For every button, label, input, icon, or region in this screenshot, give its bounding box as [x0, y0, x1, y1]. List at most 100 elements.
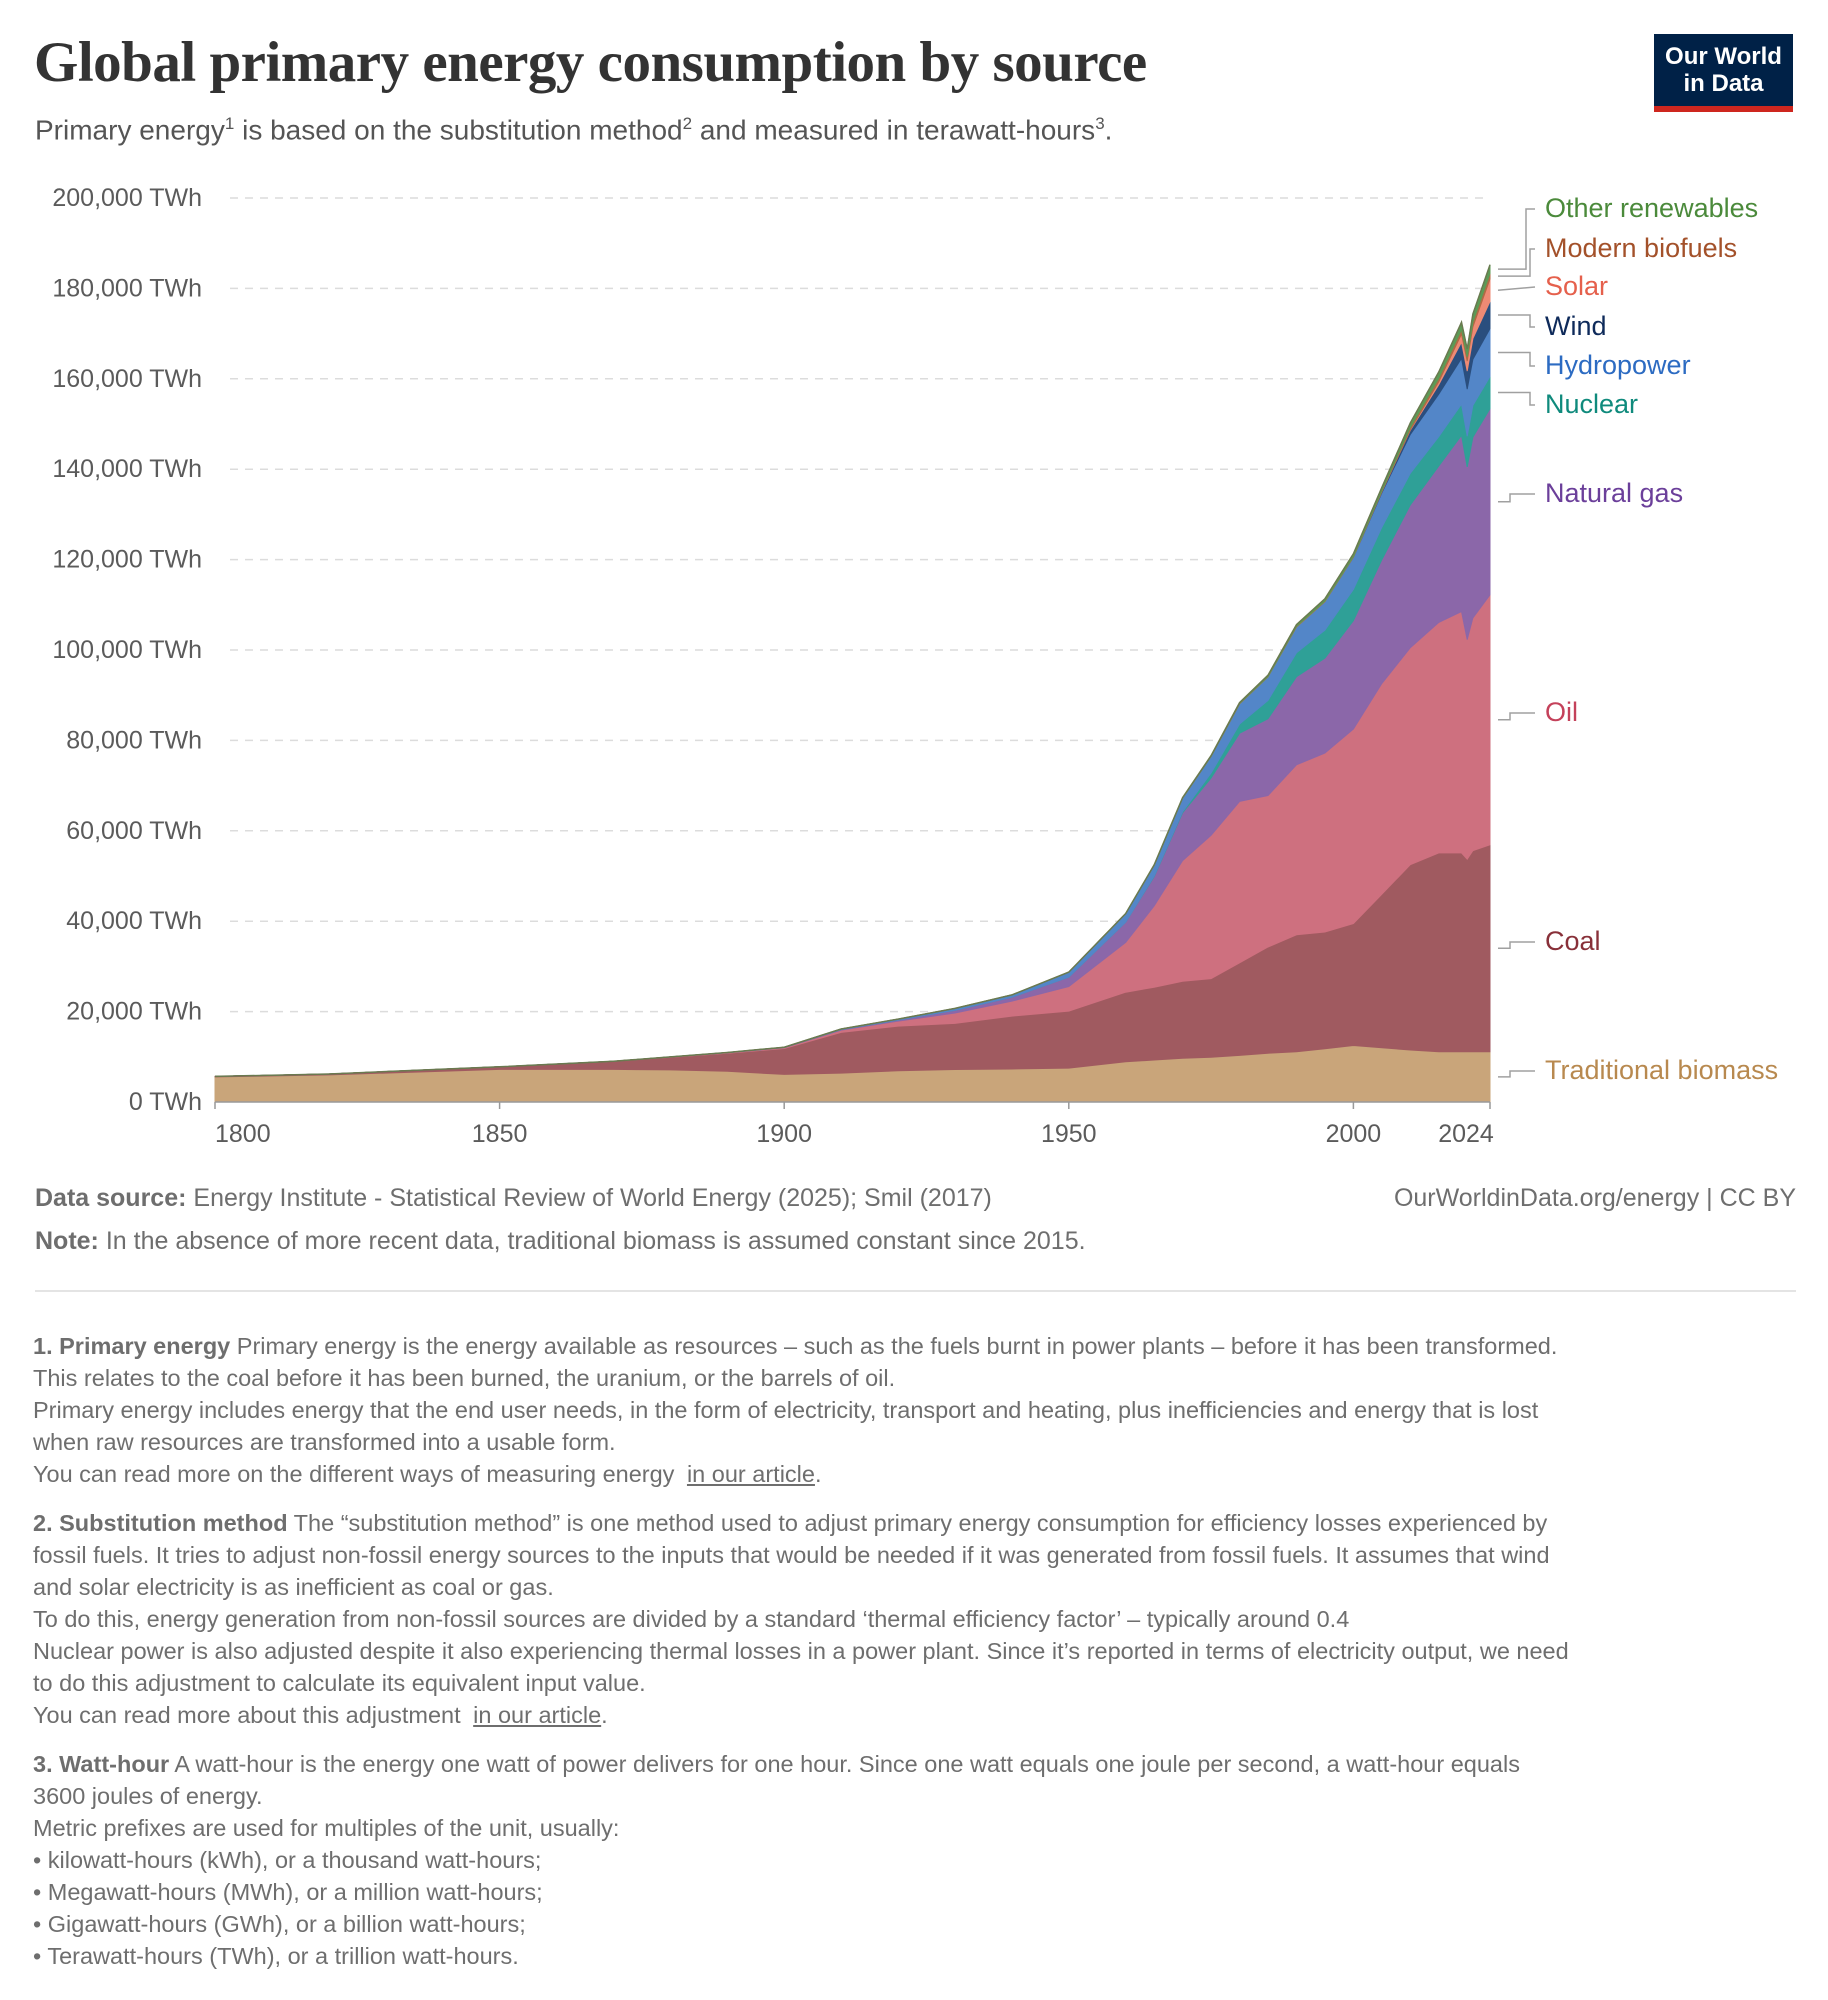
legend-leader-line: [1497, 286, 1536, 291]
x-tick-label: 1950: [1041, 1120, 1097, 1148]
y-tick-label: 0 TWh: [129, 1088, 202, 1116]
footnote-3: 3. Watt-hour A watt-hour is the energy o…: [33, 1748, 1569, 1972]
footnote-text: • kilowatt-hours (kWh), or a thousand wa…: [33, 1847, 542, 1873]
y-tick-label: 100,000 TWh: [52, 636, 202, 664]
y-tick-label: 200,000 TWh: [52, 184, 202, 212]
x-tick-label: 1800: [215, 1120, 271, 1148]
legend-label-natural-gas[interactable]: Natural gas: [1545, 478, 1683, 508]
footnote-line: You can read more on the different ways …: [33, 1458, 1569, 1490]
footnote-line: This relates to the coal before it has b…: [33, 1362, 1569, 1394]
source-text: Energy Institute - Statistical Review of…: [186, 1184, 992, 1212]
y-tick-label: 160,000 TWh: [52, 365, 202, 393]
stacked-area-chart: 0 TWh 20,000 TWh 40,000 TWh 60,000 TWh 80,00…: [52, 184, 1778, 1148]
footnote-text: • Megawatt-hours (MWh), or a million wat…: [33, 1879, 543, 1905]
footnote-text: • Terawatt-hours (TWh), or a trillion wa…: [33, 1943, 519, 1969]
footnote-line: • Megawatt-hours (MWh), or a million wat…: [33, 1876, 1569, 1908]
footnote-text: fossil fuels. It tries to adjust non-fos…: [33, 1542, 1550, 1568]
legend-label-hydropower[interactable]: Hydropower: [1545, 350, 1691, 380]
source-url-link[interactable]: OurWorldinData.org/energy: [1393, 1184, 1700, 1212]
legend-leader-line: [1498, 391, 1535, 406]
footnote-line: 2. Substitution method The “substitution…: [33, 1507, 1569, 1539]
footnote-text: The “substitution method” is one method …: [287, 1510, 1548, 1536]
footnote-line: You can read more about this adjustment …: [33, 1699, 1569, 1731]
footnote-line: 3. Watt-hour A watt-hour is the energy o…: [33, 1748, 1569, 1780]
footnote-line: • Terawatt-hours (TWh), or a trillion wa…: [33, 1940, 1569, 1972]
chart-note: Note: In the absence of more recent data…: [35, 1227, 1086, 1256]
footnote-text: A watt-hour is the energy one watt of po…: [169, 1751, 1520, 1777]
legend-label-oil[interactable]: Oil: [1545, 697, 1578, 727]
footnote-text: To do this, energy generation from non-f…: [33, 1606, 1350, 1632]
footnote-line: Metric prefixes are used for multiples o…: [33, 1812, 1569, 1844]
source-label: Data source:: [35, 1184, 187, 1212]
footnote-heading: 3. Watt-hour: [33, 1751, 170, 1777]
legend-label-wind[interactable]: Wind: [1545, 311, 1607, 341]
footnote-text: .: [814, 1461, 822, 1487]
footnote-text: and solar electricity is as inefficient …: [33, 1574, 554, 1600]
y-tick-label: 20,000 TWh: [66, 998, 202, 1026]
footnote-2: 2. Substitution method The “substitution…: [33, 1507, 1569, 1731]
data-source: Data source: Energy Institute - Statisti…: [35, 1184, 992, 1213]
footnote-text: Primary energy is the energy available a…: [230, 1333, 1558, 1359]
footnote-text: when raw resources are transformed into …: [33, 1429, 616, 1455]
footnote-ref-1[interactable]: 1: [224, 114, 235, 133]
logo-line-1: Our World: [1665, 43, 1782, 70]
x-tick-label: 1900: [756, 1120, 812, 1148]
owid-logo[interactable]: Our World in Data: [1654, 34, 1793, 112]
legend-leader-line: [1498, 712, 1535, 721]
license-text: | CC BY: [1699, 1184, 1796, 1212]
attribution: OurWorldinData.org/energy | CC BY: [1394, 1184, 1796, 1213]
total-outline: [214, 264, 1491, 1078]
subtitle-text: is based on the substitution method: [234, 114, 683, 146]
note-label: Note:: [35, 1227, 99, 1255]
divider: [35, 1290, 1796, 1292]
footnote-line: 1. Primary energy Primary energy is the …: [33, 1330, 1569, 1362]
note-text: In the absence of more recent data, trad…: [98, 1227, 1086, 1255]
footnote-text: Metric prefixes are used for multiples o…: [33, 1815, 620, 1841]
legend-leader-line: [1498, 493, 1535, 503]
legend-label-coal[interactable]: Coal: [1545, 926, 1601, 956]
footnote-text: You can read more on the different ways …: [33, 1461, 681, 1487]
subtitle-text: and measured in terawatt-hours: [692, 114, 1096, 146]
legend-leader-line: [1498, 314, 1535, 328]
article-link[interactable]: in our article: [473, 1702, 602, 1728]
footnote-line: • Gigawatt-hours (GWh), or a billion wat…: [33, 1908, 1569, 1940]
footnote-text: Nuclear power is also adjusted despite i…: [33, 1638, 1569, 1664]
legend-leader-line: [1498, 351, 1535, 367]
x-tick-label: 2000: [1326, 1120, 1382, 1148]
legend-label-traditional-biomass[interactable]: Traditional biomass: [1545, 1055, 1778, 1085]
footnote-line: • kilowatt-hours (kWh), or a thousand wa…: [33, 1844, 1569, 1876]
footnote-text: • Gigawatt-hours (GWh), or a billion wat…: [33, 1911, 526, 1937]
footnote-line: when raw resources are transformed into …: [33, 1426, 1569, 1458]
legend-label-solar[interactable]: Solar: [1545, 271, 1608, 301]
chart-subtitle: Primary energy1 is based on the substitu…: [35, 114, 1112, 146]
footnote-line: Nuclear power is also adjusted despite i…: [33, 1635, 1569, 1667]
legend-leader-line: [1498, 248, 1535, 277]
legend-leader-line: [1498, 1070, 1535, 1078]
footnote-heading: 1. Primary energy: [33, 1333, 231, 1359]
legend-label-nuclear[interactable]: Nuclear: [1545, 389, 1638, 419]
y-tick-label: 140,000 TWh: [52, 455, 202, 483]
y-tick-label: 80,000 TWh: [66, 726, 202, 754]
footnote-text: to do this adjustment to calculate its e…: [33, 1670, 646, 1696]
footnote-text: .: [601, 1702, 608, 1728]
y-tick-label: 60,000 TWh: [66, 817, 202, 845]
subtitle-text: .: [1104, 114, 1113, 146]
y-tick-label: 40,000 TWh: [66, 907, 202, 935]
article-link[interactable]: in our article: [686, 1461, 815, 1487]
footnote-line: to do this adjustment to calculate its e…: [33, 1667, 1569, 1699]
footnote-ref-2[interactable]: 2: [682, 114, 693, 133]
logo-accent-bar: [1654, 106, 1793, 112]
footnote-text: You can read more about this adjustment: [33, 1702, 468, 1728]
footnote-text: This relates to the coal before it has b…: [33, 1365, 896, 1391]
legend-leader-line: [1498, 941, 1535, 950]
legend-label-other-renewables[interactable]: Other renewables: [1545, 193, 1758, 223]
chart-title: Global primary energy consumption by sou…: [34, 31, 1147, 94]
footnote-heading: 2. Substitution method: [33, 1510, 288, 1536]
footnote-text: 3600 joules of energy.: [33, 1783, 263, 1809]
x-tick-label: 1850: [472, 1120, 528, 1148]
footnote-ref-3[interactable]: 3: [1095, 114, 1105, 133]
footnote-line: fossil fuels. It tries to adjust non-fos…: [33, 1539, 1569, 1571]
logo-line-2: in Data: [1683, 70, 1764, 97]
y-tick-label: 120,000 TWh: [52, 546, 202, 574]
legend-label-modern-biofuels[interactable]: Modern biofuels: [1545, 233, 1737, 263]
